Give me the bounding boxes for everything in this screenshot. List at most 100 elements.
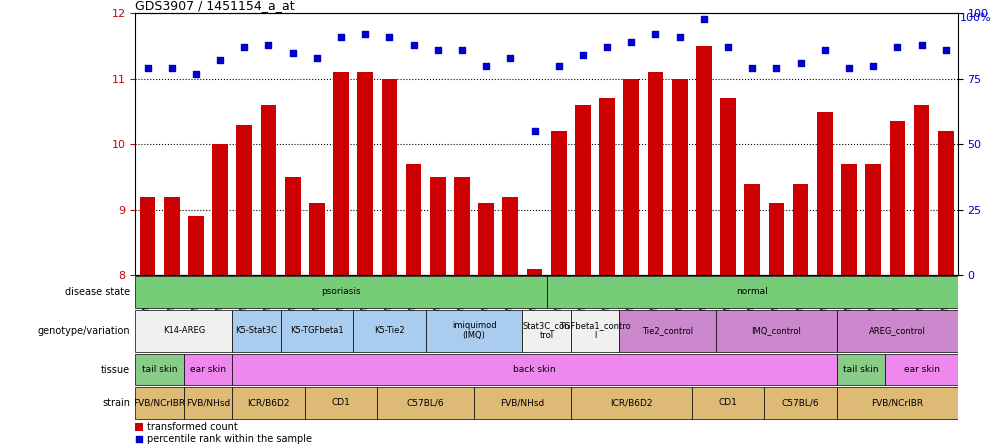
Text: tissue: tissue [101, 365, 130, 375]
Point [333, 33, 349, 40]
Bar [570, 387, 691, 419]
Bar [212, 144, 227, 275]
Point [236, 44, 253, 51]
Bar [309, 203, 325, 275]
Text: percentile rank within the sample: percentile rank within the sample [147, 434, 313, 444]
Bar [502, 197, 518, 275]
Point [187, 70, 203, 77]
Bar [623, 79, 638, 275]
Bar [937, 131, 953, 275]
Point [574, 52, 590, 59]
Text: TGFbeta1_contro
l: TGFbeta1_contro l [558, 321, 630, 340]
Point [598, 44, 614, 51]
Point [285, 49, 301, 56]
Text: CD1: CD1 [332, 398, 350, 408]
Bar [281, 310, 353, 352]
Point [840, 65, 856, 72]
Point [889, 44, 905, 51]
Point [792, 59, 808, 67]
Point [309, 54, 325, 61]
Bar [139, 197, 155, 275]
Text: IMQ_control: IMQ_control [750, 326, 801, 335]
Text: K5-TGFbeta1: K5-TGFbeta1 [290, 326, 344, 335]
Bar [550, 131, 566, 275]
Bar [377, 387, 474, 419]
Text: transformed count: transformed count [147, 422, 237, 432]
Bar [231, 387, 305, 419]
Point [163, 65, 179, 72]
Point [768, 65, 784, 72]
Text: CD1: CD1 [717, 398, 736, 408]
Text: tail skin: tail skin [141, 365, 177, 374]
Bar [135, 354, 183, 385]
Text: K14-AREG: K14-AREG [162, 326, 204, 335]
Bar [183, 354, 231, 385]
Point [429, 47, 445, 54]
Text: FVB/NHsd: FVB/NHsd [185, 398, 229, 408]
Bar [598, 99, 614, 275]
Text: imiquimod
(IMQ): imiquimod (IMQ) [451, 321, 496, 340]
Bar [546, 276, 957, 308]
Bar [305, 387, 377, 419]
Text: AREG_control: AREG_control [868, 326, 925, 335]
Text: ear skin: ear skin [189, 365, 225, 374]
Point [478, 62, 494, 69]
Point [647, 31, 663, 38]
Point [139, 65, 155, 72]
Bar [135, 310, 231, 352]
Text: K5-Stat3C: K5-Stat3C [235, 326, 277, 335]
Bar [695, 46, 711, 275]
Text: ICR/B6D2: ICR/B6D2 [246, 398, 290, 408]
Point [671, 33, 687, 40]
Point [526, 128, 542, 135]
Bar [889, 121, 905, 275]
Point [261, 41, 277, 48]
Text: genotype/variation: genotype/variation [38, 326, 130, 336]
Text: C57BL/6: C57BL/6 [407, 398, 444, 408]
Point [550, 62, 566, 69]
Point [913, 41, 929, 48]
Point [211, 57, 227, 64]
Point [743, 65, 760, 72]
Bar [163, 197, 179, 275]
Text: strain: strain [102, 398, 130, 408]
Bar [474, 387, 570, 419]
Point [622, 39, 638, 46]
Bar [913, 105, 929, 275]
Bar [187, 216, 203, 275]
Bar [764, 387, 836, 419]
Bar [526, 269, 542, 275]
Text: FVB/NCrIBR: FVB/NCrIBR [871, 398, 923, 408]
Bar [841, 164, 856, 275]
Bar [836, 354, 885, 385]
Bar [236, 125, 252, 275]
Bar [574, 105, 590, 275]
Text: 100%: 100% [959, 13, 991, 24]
Point [131, 436, 147, 443]
Bar [135, 276, 546, 308]
Bar [261, 105, 276, 275]
Text: normal: normal [735, 287, 768, 297]
Text: back skin: back skin [513, 365, 555, 374]
Point [719, 44, 735, 51]
Point [454, 47, 470, 54]
Point [357, 31, 373, 38]
Point [502, 54, 518, 61]
Bar [183, 387, 231, 419]
Bar [285, 177, 301, 275]
Bar [454, 177, 469, 275]
Bar [357, 72, 373, 275]
Bar [478, 203, 494, 275]
Text: GDS3907 / 1451154_a_at: GDS3907 / 1451154_a_at [135, 0, 295, 12]
Bar [768, 203, 784, 275]
Text: ear skin: ear skin [903, 365, 939, 374]
Bar [333, 72, 349, 275]
Bar [715, 310, 836, 352]
Bar [885, 354, 957, 385]
Point [695, 15, 711, 22]
Text: tail skin: tail skin [843, 365, 878, 374]
Bar [836, 310, 957, 352]
Bar [406, 164, 421, 275]
Point [816, 47, 832, 54]
Text: psoriasis: psoriasis [321, 287, 361, 297]
